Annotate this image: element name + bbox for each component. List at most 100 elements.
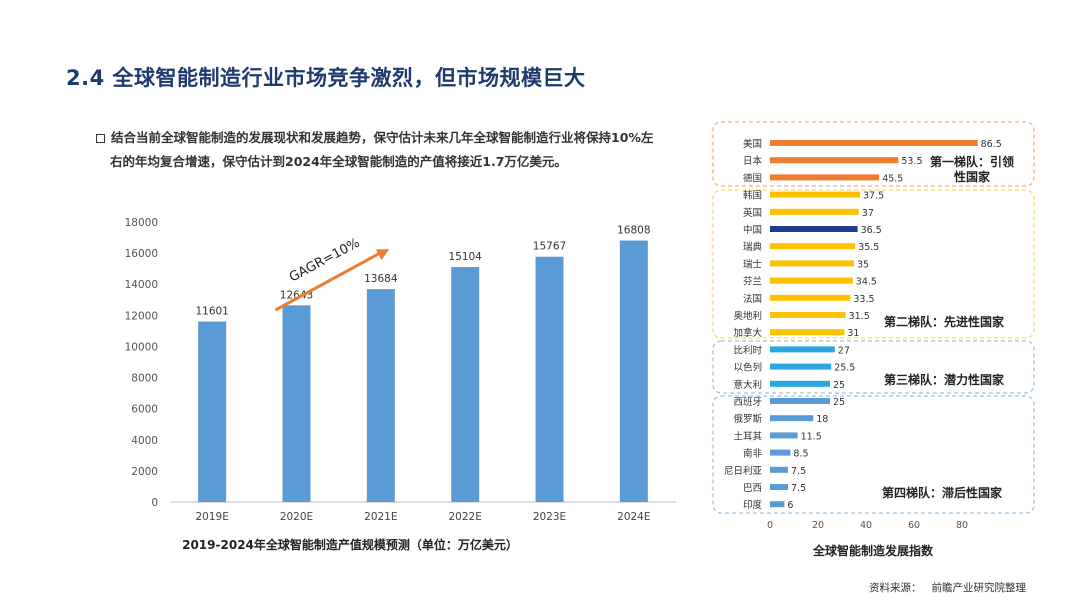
index-value-label: 37.5: [863, 191, 884, 202]
tier-label: 第一梯队：引领: [930, 154, 1014, 169]
square-bullet-icon: [96, 134, 105, 143]
bar: [282, 305, 311, 502]
index-bar: [770, 208, 859, 215]
index-value-label: 27: [838, 345, 850, 356]
country-label: 南非: [743, 448, 763, 460]
bar: [451, 267, 480, 502]
index-value-label: 45.5: [882, 173, 903, 184]
index-value-label: 6: [787, 500, 793, 511]
tier-group-box: [712, 340, 1035, 394]
index-bar: [770, 140, 978, 146]
source-label: 资料来源：: [869, 582, 922, 594]
y-tick-label: 16000: [125, 248, 158, 260]
bar: [366, 289, 395, 502]
index-bar: [770, 449, 791, 456]
x-tick-label: 80: [956, 520, 968, 531]
index-value-label: 86.5: [981, 139, 1002, 150]
cagr-arrow-head-icon: [375, 249, 390, 261]
x-tick-label: 2023E: [533, 511, 566, 523]
country-label: 奥地利: [733, 310, 762, 322]
country-label: 比利时: [733, 344, 762, 356]
index-bar: [770, 329, 845, 336]
bar: [535, 256, 564, 502]
country-label: 英国: [743, 207, 762, 219]
y-tick-label: 14000: [125, 279, 158, 291]
index-bar: [770, 312, 846, 318]
index-bar: [770, 243, 856, 250]
market-size-bar-chart: 0 2000 4000 6000 8000 10000 12000 14000 16000 180…: [125, 217, 676, 523]
tier-label: 第三梯队：潜力性国家: [884, 372, 1005, 387]
bar-value-label: 16808: [617, 225, 650, 237]
index-bar: [770, 260, 854, 267]
source-value: 前瞻产业研究院整理: [931, 582, 1027, 594]
intro-line-1: 结合当前全球智能制造的发展现状和发展趋势，保守估计未来几年全球智能制造行业将保持…: [111, 130, 654, 145]
index-bar: [770, 346, 835, 353]
intro-line-2: 右的年均复合增速，保守估计到2024年全球智能制造的产值将接近1.7万亿美元。: [110, 154, 567, 169]
index-bar: [770, 432, 798, 439]
x-tick-label: 0: [767, 520, 773, 531]
country-label: 韩国: [743, 190, 762, 202]
index-value-label: 7.5: [791, 466, 806, 477]
y-tick-label: 18000: [125, 217, 158, 229]
tier-label: 第四梯队：滞后性国家: [882, 485, 1003, 500]
bar-value-label: 13684: [364, 273, 398, 285]
country-label: 法国: [743, 293, 762, 305]
tier-label: 第二梯队：先进性国家: [884, 314, 1005, 329]
index-value-label: 34.5: [856, 277, 877, 288]
cagr-arrow-line: [274, 251, 382, 312]
country-label: 瑞士: [743, 258, 763, 270]
index-value-label: 33.5: [853, 294, 874, 305]
x-tick-label: 20: [812, 520, 824, 531]
tier-group-box: [712, 395, 1035, 514]
bar: [198, 321, 227, 502]
country-label: 德国: [743, 172, 762, 184]
index-bar: [770, 415, 814, 422]
y-tick-label: 12000: [125, 310, 158, 322]
country-label: 以色列: [733, 362, 762, 374]
x-tick-label: 40: [860, 520, 872, 531]
index-value-label: 25: [833, 380, 845, 391]
x-tick-label: 2022E: [448, 511, 481, 523]
x-tick-label: 2021E: [364, 511, 397, 523]
y-tick-label: 10000: [125, 341, 158, 353]
index-bar: [770, 501, 785, 508]
index-value-label: 36.5: [861, 225, 882, 236]
country-label: 加拿大: [733, 327, 762, 339]
index-bar: [770, 294, 851, 301]
x-tick-label: 60: [908, 520, 920, 531]
y-tick-label: 0: [151, 497, 158, 509]
page-title: 2.4 全球智能制造行业市场竞争激烈，但市场规模巨大: [66, 66, 586, 90]
index-value-label: 25: [833, 397, 845, 408]
y-tick-label: 2000: [131, 466, 158, 478]
index-bar: [770, 277, 853, 284]
index-value-label: 31.5: [849, 311, 870, 322]
index-bar: [770, 398, 830, 404]
index-value-label: 8.5: [793, 449, 808, 460]
country-label: 巴西: [743, 483, 762, 494]
x-tick-label: 2020E: [280, 511, 313, 523]
country-label: 俄罗斯: [733, 413, 762, 425]
bar-value-label: 11601: [195, 306, 228, 318]
y-tick-label: 8000: [131, 373, 158, 385]
country-label: 西班牙: [733, 396, 762, 408]
index-value-label: 31: [847, 328, 859, 339]
bar-chart-caption: 2019-2024年全球智能制造产值规模预测（单位：万亿美元）: [182, 538, 518, 552]
index-bar: [770, 484, 788, 490]
x-tick-label: 2019E: [195, 511, 228, 523]
index-bar: [770, 380, 830, 387]
index-value-label: 53.5: [901, 156, 922, 167]
tier-label: 性国家: [953, 169, 991, 184]
country-label: 土耳其: [733, 430, 762, 442]
bar: [619, 240, 648, 502]
index-bar: [770, 174, 880, 181]
country-label: 中国: [743, 224, 762, 236]
rank-chart-caption: 全球智能制造发展指数: [812, 544, 933, 558]
index-value-label: 37: [862, 208, 874, 219]
index-value-label: 7.5: [791, 483, 806, 494]
y-tick-label: 4000: [131, 435, 158, 447]
index-value-label: 35.5: [858, 242, 879, 253]
index-bar: [770, 363, 832, 370]
y-tick-label: 6000: [131, 404, 158, 416]
source-note: 资料来源： 前瞻产业研究院整理: [869, 580, 1026, 595]
